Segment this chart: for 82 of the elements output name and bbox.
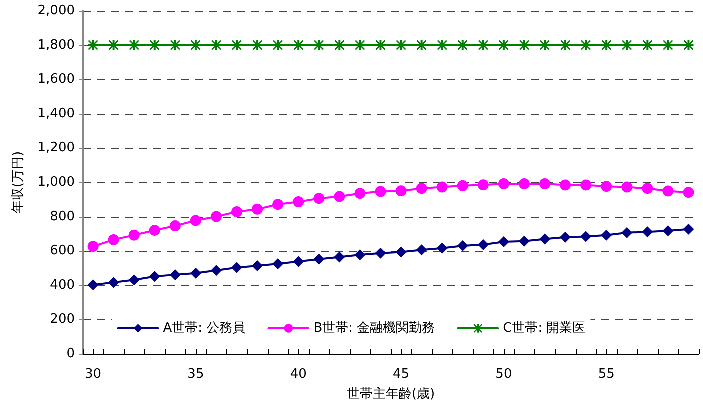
point: [642, 226, 654, 238]
y-tick-label: 2,000: [38, 4, 75, 18]
y-tick-label: 600: [50, 244, 75, 259]
point: [622, 182, 633, 193]
point: [293, 256, 304, 268]
point: [498, 236, 510, 248]
point: [210, 211, 222, 222]
point: [190, 215, 202, 226]
point: [149, 271, 160, 282]
y-tick-label: 0: [66, 346, 75, 362]
point: [108, 277, 120, 288]
point: [683, 187, 694, 198]
point: [354, 250, 366, 261]
point: [334, 191, 346, 202]
y-tick-label: 1,600: [38, 72, 75, 88]
x-tick-label: 40: [290, 367, 307, 382]
legend-label: B世帯: 金融機関勤務: [314, 321, 436, 336]
x-tick-label: 45: [392, 367, 410, 382]
y-tick-label: 200: [50, 312, 75, 328]
point: [210, 265, 222, 276]
point: [601, 230, 612, 241]
point: [683, 224, 694, 235]
legend-label: A世帯: 公務員: [163, 321, 246, 336]
point: [232, 262, 242, 274]
point: [580, 231, 592, 242]
y-tick-label: 1,000: [38, 175, 75, 190]
point: [560, 232, 572, 243]
point: [375, 186, 386, 198]
x-axis-title: 世帯主年齢(歳): [346, 386, 436, 402]
point: [416, 244, 428, 256]
point: [662, 226, 674, 237]
point: [252, 204, 264, 215]
point: [108, 234, 120, 246]
point: [396, 186, 407, 197]
point: [293, 196, 304, 208]
point: [518, 178, 530, 190]
point: [272, 258, 284, 270]
point: [314, 193, 325, 204]
x-tick-label: 50: [496, 367, 512, 382]
point: [478, 239, 489, 250]
point: [436, 242, 448, 254]
point: [396, 246, 407, 258]
point: [457, 240, 468, 252]
point: [252, 260, 264, 272]
point: [416, 183, 428, 194]
point: [498, 178, 510, 190]
point: [601, 181, 612, 192]
point: [88, 241, 99, 252]
point: [518, 236, 530, 247]
point: [375, 248, 386, 259]
point: [540, 234, 550, 245]
point: [232, 206, 242, 218]
x-tick-label: 30: [84, 367, 102, 382]
x-tick-label: 35: [188, 367, 204, 382]
point: [170, 220, 181, 232]
point: [436, 182, 448, 193]
point: [354, 188, 366, 200]
point: [622, 227, 633, 238]
y-tick-label: 400: [50, 278, 75, 293]
point: [478, 180, 489, 191]
y-tick-label: 800: [50, 209, 75, 224]
point: [457, 180, 468, 192]
y-tick-label: 1,800: [38, 38, 75, 53]
point: [662, 186, 674, 197]
point: [314, 254, 325, 265]
point: [190, 268, 202, 279]
point: [540, 178, 550, 190]
point: [560, 180, 572, 191]
point: [580, 180, 592, 191]
point: [128, 274, 140, 286]
point: [272, 199, 284, 210]
point: [149, 225, 160, 236]
y-tick-label: 1,200: [38, 140, 75, 156]
y-tick-label: 1,400: [38, 106, 75, 122]
y-axis-title: 年収(万円): [11, 151, 26, 214]
point: [334, 252, 346, 263]
point: [128, 230, 140, 241]
point: [88, 280, 99, 291]
point: [170, 269, 181, 280]
point: [642, 183, 654, 194]
legend-label: C世帯: 開業医: [503, 321, 586, 336]
x-tick-label: 55: [598, 367, 615, 382]
